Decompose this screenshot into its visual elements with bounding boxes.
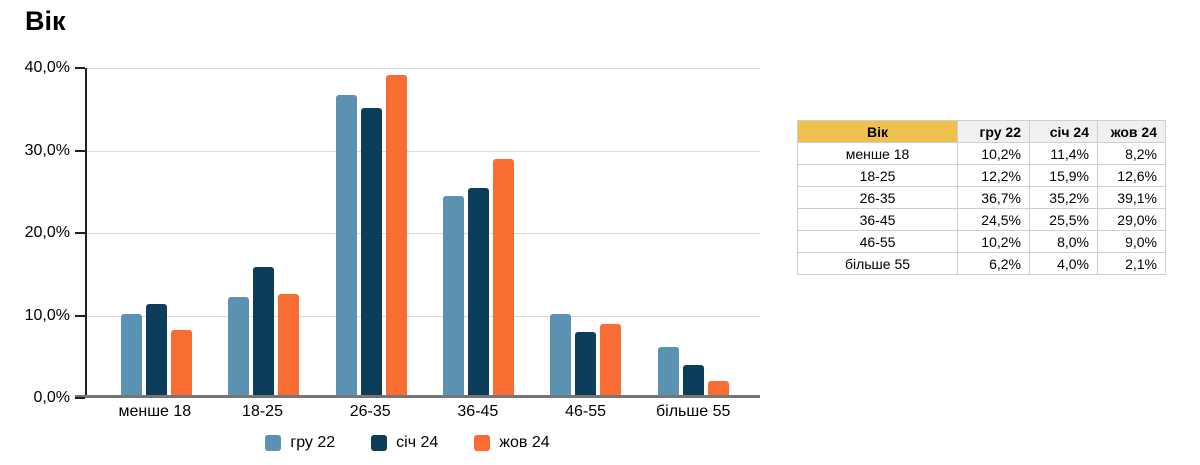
category-band xyxy=(532,68,639,398)
table-cell-value[interactable]: 8,2% xyxy=(1097,142,1166,165)
x-axis-label: менше 18 xyxy=(118,403,192,420)
plot-area xyxy=(75,67,760,399)
x-axis-label: 18-25 xyxy=(242,403,283,420)
table-cell-value[interactable]: 6,2% xyxy=(957,252,1030,275)
table-cell-value[interactable]: 12,2% xyxy=(957,164,1030,187)
table-cell-value[interactable]: 29,0% xyxy=(1097,208,1166,231)
table-header-січ-24[interactable]: січ 24 xyxy=(1029,120,1098,143)
table-header-гру-22[interactable]: гру 22 xyxy=(957,120,1030,143)
y-axis-tick xyxy=(75,314,85,317)
table-header-age[interactable]: Вік xyxy=(797,120,958,143)
bar-жов-24-менше-18[interactable] xyxy=(171,330,193,398)
legend-swatch xyxy=(265,435,282,451)
bar-січ-24-більше-55[interactable] xyxy=(682,365,704,398)
table-cell-value[interactable]: 2,1% xyxy=(1097,252,1166,275)
category-band xyxy=(425,68,532,398)
y-axis-labels: 40,0% 30,0% 20,0% 10,0% 0,0% xyxy=(0,59,70,406)
y-axis-tick xyxy=(75,232,85,234)
legend-swatch xyxy=(474,435,491,451)
gridline xyxy=(87,233,760,234)
table-cell-value[interactable]: 24,5% xyxy=(957,208,1030,231)
legend-label: гру 22 xyxy=(290,434,336,451)
table-cell-category[interactable]: 18-25 xyxy=(797,164,958,187)
bar-жов-24-26-35[interactable] xyxy=(385,75,407,398)
x-axis-labels: менше 18 18-25 26-35 36-45 46-55 більше 55 xyxy=(85,403,760,421)
legend-label: січ 24 xyxy=(396,434,439,451)
gridline xyxy=(87,150,760,152)
table-cell-value[interactable]: 35,2% xyxy=(1029,186,1098,209)
table-cell-value[interactable]: 10,2% xyxy=(957,142,1030,165)
table-cell-value[interactable]: 12,6% xyxy=(1097,164,1166,187)
bar-січ-24-менше-18[interactable] xyxy=(146,303,168,398)
bar-січ-24-46-55[interactable] xyxy=(575,332,597,398)
legend-item-гру-22[interactable]: гру 22 xyxy=(265,434,335,452)
bar-жов-24-18-25[interactable] xyxy=(278,294,300,398)
table-row: 36-45 24,5% 25,5% 29,0% xyxy=(797,208,1166,231)
bar-жов-24-більше-55[interactable] xyxy=(707,380,729,398)
plot-bands xyxy=(87,68,760,398)
table-cell-value[interactable]: 10,2% xyxy=(957,230,1030,253)
x-axis-label: 46-55 xyxy=(565,403,606,420)
table-header-row: Вік гру 22 січ 24 жов 24 xyxy=(797,120,1166,143)
table-cell-value[interactable]: 4,0% xyxy=(1029,252,1098,275)
y-axis-tick-label: 10,0% xyxy=(24,306,70,324)
y-axis-tick xyxy=(75,397,85,399)
bar-жов-24-36-45[interactable] xyxy=(493,158,515,398)
category-band xyxy=(210,68,317,398)
table-cell-category[interactable]: менше 18 xyxy=(797,142,958,165)
table-cell-category[interactable]: 36-45 xyxy=(797,208,958,231)
bar-січ-24-26-35[interactable] xyxy=(360,107,382,398)
category-band xyxy=(103,68,210,398)
table-row: 26-35 36,7% 35,2% 39,1% xyxy=(797,186,1166,209)
table-cell-value[interactable]: 8,0% xyxy=(1029,230,1098,253)
table-body: менше 18 10,2% 11,4% 8,2% 18-25 12,2% 15,9% 12,… xyxy=(797,142,1166,275)
bar-жов-24-46-55[interactable] xyxy=(600,323,622,398)
x-axis-label: 36-45 xyxy=(457,403,499,420)
x-axis-line xyxy=(75,395,760,398)
table-cell-value[interactable]: 15,9% xyxy=(1029,164,1098,187)
bar-гру-22-більше-55[interactable] xyxy=(657,346,679,398)
table-cell-category[interactable]: 46-55 xyxy=(797,230,958,253)
table-row: менше 18 10,2% 11,4% 8,2% xyxy=(797,142,1166,165)
bar-гру-22-36-45[interactable] xyxy=(443,195,465,398)
category-band xyxy=(640,68,747,398)
table-cell-value[interactable]: 25,5% xyxy=(1029,208,1098,231)
table-row: більше 55 6,2% 4,0% 2,1% xyxy=(797,252,1166,275)
y-axis-tick xyxy=(75,67,85,69)
chart-title: Вік xyxy=(25,6,66,36)
bar-гру-22-26-35[interactable] xyxy=(335,95,357,398)
data-table: Вік гру 22 січ 24 жов 24 менше 18 10,2% 11,4%… xyxy=(797,120,1166,275)
y-axis-tick-label: 0,0% xyxy=(33,389,70,406)
bar-гру-22-менше-18[interactable] xyxy=(121,313,143,398)
x-axis-label: більше 55 xyxy=(656,403,731,420)
y-axis-tick-label: 40,0% xyxy=(24,59,70,76)
table-cell-category[interactable]: 26-35 xyxy=(797,186,958,209)
table-row: 18-25 12,2% 15,9% 12,6% xyxy=(797,164,1166,187)
y-axis-tick-label: 30,0% xyxy=(24,141,70,159)
table-cell-value[interactable]: 36,7% xyxy=(957,186,1030,209)
legend-item-жов-24[interactable]: жов 24 xyxy=(474,434,550,452)
category-band xyxy=(318,68,425,398)
y-axis-tick-label: 20,0% xyxy=(24,224,70,241)
bar-гру-22-46-55[interactable] xyxy=(550,313,572,398)
table-header-жов-24[interactable]: жов 24 xyxy=(1097,120,1166,143)
table-cell-value[interactable]: 11,4% xyxy=(1029,142,1098,165)
table-cell-category[interactable]: більше 55 xyxy=(797,252,958,275)
table-row: 46-55 10,2% 8,0% 9,0% xyxy=(797,230,1166,253)
legend-swatch xyxy=(371,435,388,451)
x-axis-label: 26-35 xyxy=(349,403,391,420)
legend: гру 22 січ 24 жов 24 xyxy=(85,434,730,452)
bar-січ-24-36-45[interactable] xyxy=(468,187,490,398)
table-cell-value[interactable]: 9,0% xyxy=(1097,230,1166,253)
bar-січ-24-18-25[interactable] xyxy=(253,266,275,398)
y-axis-tick xyxy=(75,149,85,152)
table-cell-value[interactable]: 39,1% xyxy=(1097,186,1166,209)
legend-label: жов 24 xyxy=(499,434,550,451)
bar-гру-22-18-25[interactable] xyxy=(228,297,250,398)
gridline xyxy=(87,68,760,69)
gridline xyxy=(87,315,760,317)
legend-item-січ-24[interactable]: січ 24 xyxy=(371,434,438,452)
